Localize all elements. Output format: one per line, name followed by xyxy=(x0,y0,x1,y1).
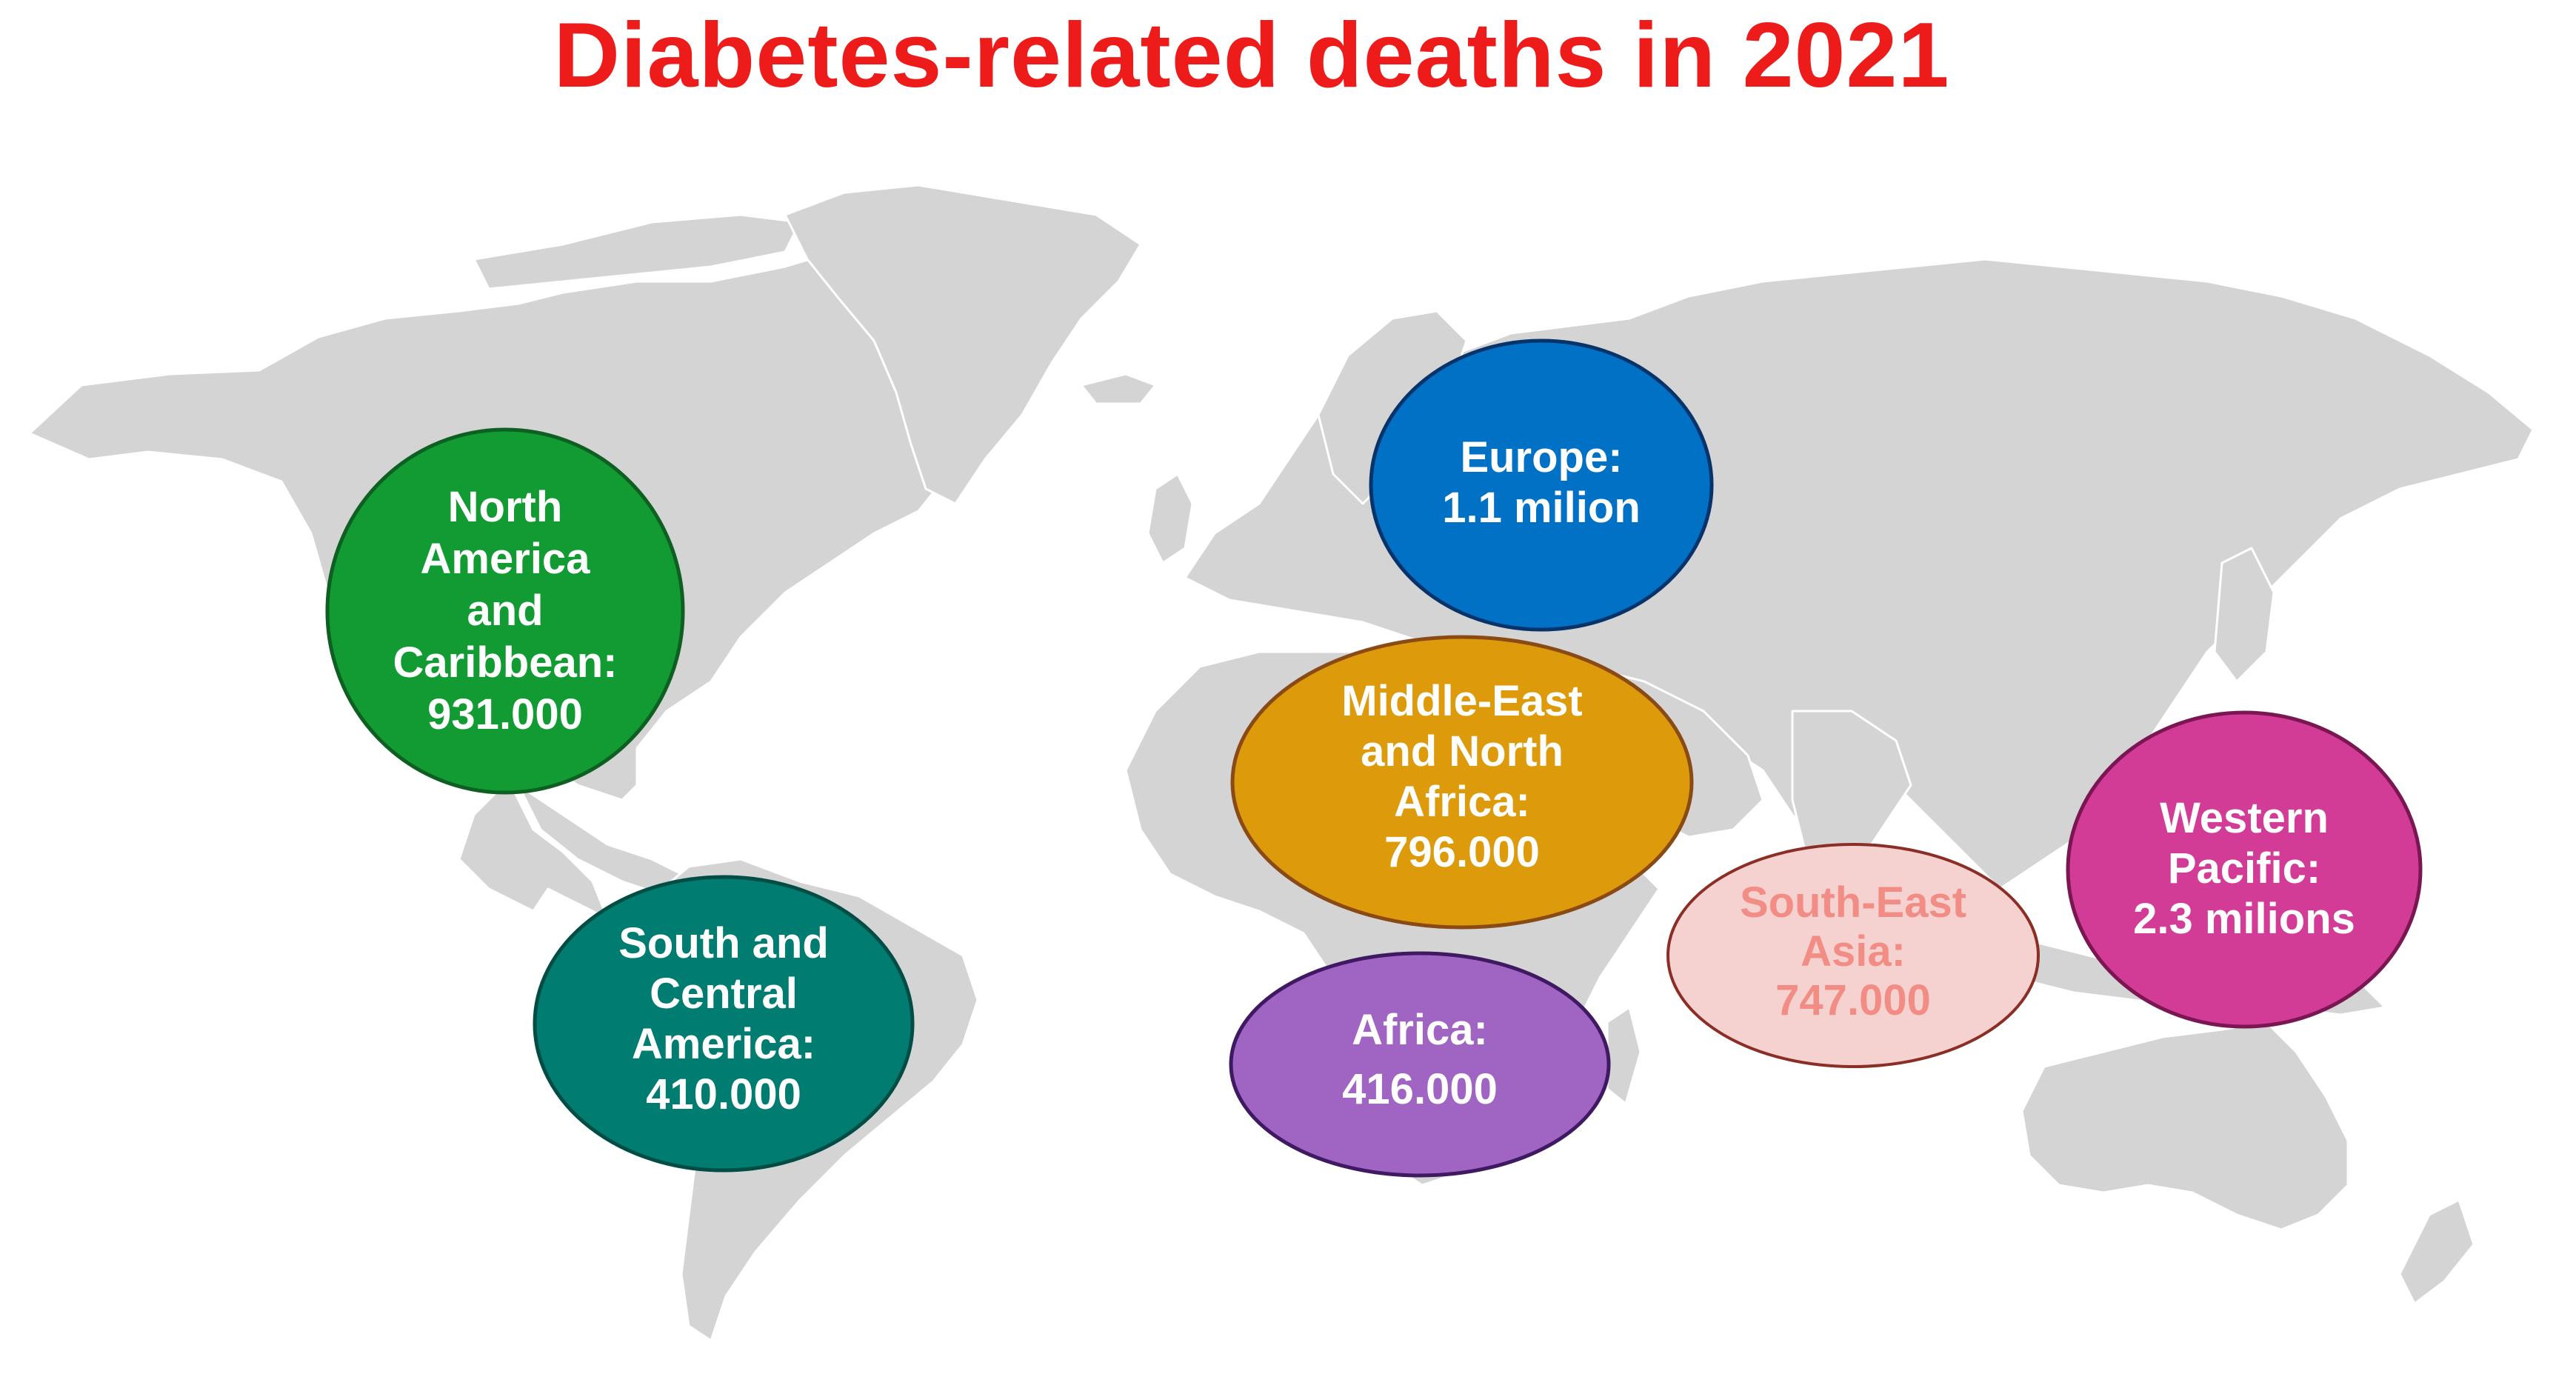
label-line: Central xyxy=(650,970,798,1018)
ellipse-africa xyxy=(1229,951,1611,1178)
label-line: Asia: xyxy=(1801,927,1906,976)
ellipse-north-america-caribbean xyxy=(325,427,685,795)
label-africa: Africa: 416.000 xyxy=(1342,1006,1498,1113)
page-title: Diabetes-related deaths in 2021 xyxy=(553,4,1950,107)
region-bubbles: North America and Caribbean: 931.000 South a… xyxy=(325,339,2423,1178)
label-line: Caribbean: xyxy=(393,638,618,687)
ellipse-south-central-america xyxy=(533,875,915,1173)
ellipse-south-east-asia xyxy=(1666,843,2040,1068)
label-line: and xyxy=(467,587,543,635)
label-line: 2.3 milions xyxy=(2133,895,2355,943)
landmass-australia xyxy=(2021,1021,2349,1231)
label-north-america-caribbean: North America and Caribbean: 931.000 xyxy=(393,483,618,738)
label-line: 416.000 xyxy=(1342,1065,1498,1113)
ellipse-europe xyxy=(1369,339,1714,632)
landmass-greenland xyxy=(784,184,1142,505)
landmass-japan xyxy=(2213,547,2275,683)
label-line: America xyxy=(421,535,591,583)
landmass-new-zealand xyxy=(2398,1198,2475,1305)
bubble-north-america-caribbean: North America and Caribbean: 931.000 xyxy=(325,427,685,795)
landmass-iceland xyxy=(1080,373,1157,405)
landmass-madagascar xyxy=(1606,1006,1642,1105)
bubble-africa: Africa: 416.000 xyxy=(1229,951,1611,1178)
label-line: South and xyxy=(618,919,829,967)
label-south-east-asia: South-East Asia: 747.000 xyxy=(1740,878,1966,1024)
bubble-europe: Europe: 1.1 milion xyxy=(1369,339,1714,632)
bubble-middle-east-north-africa: Middle-East and North Africa: 796.000 xyxy=(1230,635,1694,930)
label-middle-east-north-africa: Middle-East and North Africa: 796.000 xyxy=(1341,677,1583,876)
label-line: 1.1 milion xyxy=(1442,484,1641,532)
label-line: America: xyxy=(632,1020,815,1068)
label-europe: Europe: 1.1 milion xyxy=(1442,433,1641,532)
bubble-south-east-asia: South-East Asia: 747.000 xyxy=(1666,843,2040,1068)
label-line: Europe: xyxy=(1460,433,1622,481)
label-line: 796.000 xyxy=(1384,828,1540,876)
label-line: South-East xyxy=(1740,878,1966,927)
label-western-pacific: Western Pacific: 2.3 milions xyxy=(2133,794,2355,943)
ellipse-western-pacific xyxy=(2066,710,2423,1029)
bubble-south-central-america: South and Central America: 410.000 xyxy=(533,875,915,1173)
label-line: 931.000 xyxy=(427,690,583,738)
label-south-central-america: South and Central America: 410.000 xyxy=(618,919,829,1118)
label-line: Africa: xyxy=(1394,778,1530,826)
label-line: 410.000 xyxy=(646,1070,801,1118)
label-line: Pacific: xyxy=(2168,844,2320,893)
bubble-western-pacific: Western Pacific: 2.3 milions xyxy=(2066,710,2423,1029)
ellipse-middle-east-north-africa xyxy=(1230,635,1694,930)
label-line: North xyxy=(448,483,563,531)
landmass-arctic-islands xyxy=(473,213,801,290)
label-line: Western xyxy=(2160,794,2329,842)
label-line: Africa: xyxy=(1352,1006,1488,1054)
label-line: and North xyxy=(1361,727,1564,776)
label-line: 747.000 xyxy=(1775,976,1931,1024)
label-line: Middle-East xyxy=(1341,677,1583,725)
landmass-uk xyxy=(1147,473,1194,564)
